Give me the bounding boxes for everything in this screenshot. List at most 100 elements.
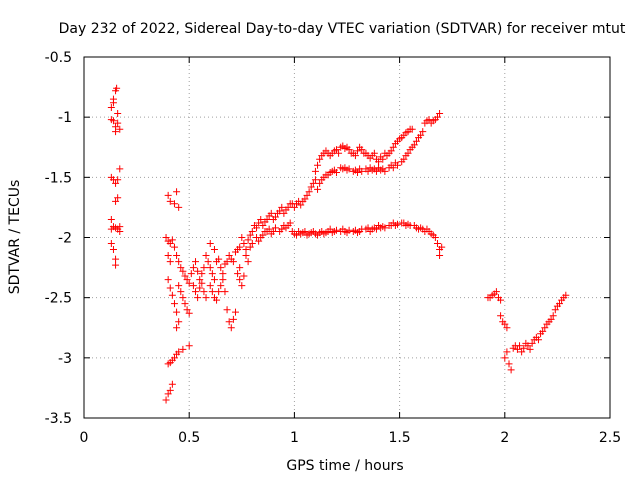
data-point [524,342,532,350]
data-point [185,309,193,317]
data-point [183,306,191,314]
y-axis-label: SDTVAR / TECUs [7,180,23,295]
data-point [114,176,122,184]
data-point [107,240,115,248]
data-point [311,176,319,184]
data-point [166,240,174,248]
data-point [187,270,195,278]
data-point [370,149,378,157]
data-point [198,279,206,287]
data-point [265,225,273,233]
y-tick-label: -1.5 [45,170,72,186]
data-point [492,288,500,296]
data-point [189,282,197,290]
data-point [316,179,324,187]
data-point [248,240,256,248]
data-point [227,324,235,332]
data-point [354,169,362,177]
data-point [175,348,183,356]
data-point [255,237,263,245]
x-tick-label: 2 [500,430,509,446]
data-point [358,146,366,154]
data-point [170,300,178,308]
data-point [196,276,204,284]
data-point [389,143,397,151]
data-point [170,200,178,208]
data-point [335,149,343,157]
data-point [345,226,353,234]
data-point [278,225,286,233]
data-point [410,141,418,149]
data-point [217,282,225,290]
data-point [364,167,372,175]
y-tick-label: -2 [58,231,72,247]
data-point [240,240,248,248]
data-point [276,207,284,215]
data-point [259,221,267,229]
data-point [109,117,117,125]
data-point [316,155,324,163]
data-point [290,203,298,211]
data-point [166,197,174,205]
data-point [192,258,200,266]
data-point [164,252,172,260]
data-point [332,146,340,154]
data-point [202,294,210,302]
data-point [345,165,353,173]
data-point [173,252,181,260]
data-point [175,258,183,266]
data-point [297,201,305,209]
data-point [311,167,319,175]
data-point [379,155,387,163]
data-point [528,339,536,347]
data-point [166,284,174,292]
data-point [202,252,210,260]
data-point [364,224,372,232]
data-point [213,296,221,304]
y-tick-label: -2.5 [45,291,72,307]
data-point [436,110,444,118]
data-point [314,161,322,169]
data-point [497,312,505,320]
data-point [526,345,534,353]
data-point [175,203,183,211]
data-point [541,324,549,332]
data-point [284,203,292,211]
data-point [293,231,301,239]
data-point [109,99,117,107]
data-point [438,243,446,251]
data-point [204,258,212,266]
y-tick-label: -3 [58,351,72,367]
data-point [345,146,353,154]
data-point [181,272,189,280]
y-tick-label: -1 [58,110,72,126]
data-point [286,219,294,227]
data-point [223,258,231,266]
data-point [170,354,178,362]
data-point [372,225,380,233]
data-point [173,188,181,196]
data-point [393,220,401,228]
data-point [332,226,340,234]
data-point [269,227,277,235]
data-point [225,252,233,260]
data-point [181,300,189,308]
data-point [114,110,122,118]
data-point [255,219,263,227]
data-point [107,104,115,112]
data-point [505,360,513,368]
data-point [513,345,521,353]
data-point [229,258,237,266]
data-point [162,234,170,241]
data-point [301,227,309,235]
data-point [309,179,317,187]
data-point [271,213,279,221]
data-point [206,264,214,272]
data-point [116,125,124,133]
data-point [116,165,124,173]
data-point [113,84,121,92]
data-point [278,203,286,211]
data-point [112,179,120,187]
data-point [210,276,218,284]
data-point [236,276,244,284]
